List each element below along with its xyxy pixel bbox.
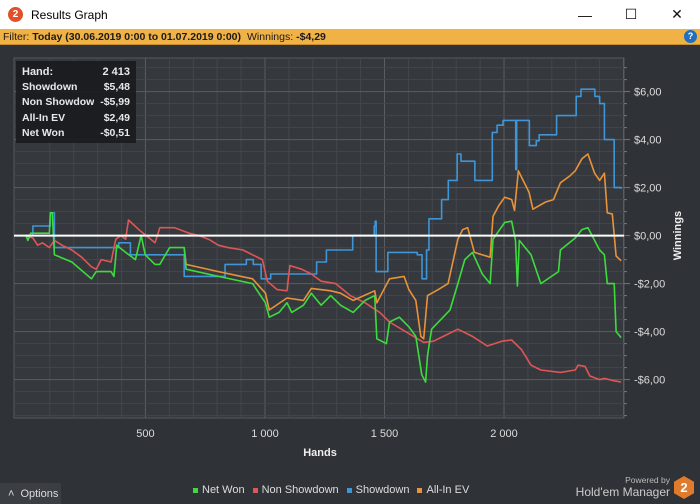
filter-value[interactable]: Today (30.06.2019 0:00 to 01.07.2019 0:0… [32, 30, 242, 43]
x-axis-label: Hands [303, 447, 337, 459]
tooltip-label: Hand: [22, 65, 54, 78]
legend-label: Net Won [202, 484, 245, 496]
y-axis-label: Winnings [672, 211, 684, 260]
powered-by-text: Powered by [625, 475, 670, 485]
tooltip-label: Non Showdown [22, 96, 94, 109]
help-icon[interactable]: ? [684, 30, 697, 43]
tooltip-row: Hand: 2 413 [22, 64, 130, 79]
legend-swatch [252, 487, 258, 493]
series-line-showdown [25, 88, 622, 280]
tooltip-row: All-In EV $2,49 [22, 110, 130, 125]
legend-item[interactable]: Net Won [193, 484, 245, 496]
y-tick-label: $4,00 [634, 135, 662, 147]
legend-swatch [193, 487, 198, 493]
y-tick-label: -$6,00 [634, 375, 665, 387]
legend-swatch [417, 487, 423, 493]
hover-tooltip: Hand: 2 413 Showdown $5,48 Non Showdown -$5,9… [16, 61, 136, 144]
legend-label: Non Showdown [261, 484, 339, 496]
x-tick-label: 1 500 [371, 428, 399, 440]
tooltip-label: Net Won [22, 126, 65, 139]
tooltip-value: 2 413 [102, 65, 130, 78]
tooltip-value: -$5,99 [100, 96, 130, 109]
legend-item[interactable]: Non Showdown [252, 484, 339, 496]
tooltip-value: $2,49 [103, 111, 130, 124]
y-tick-label: -$2,00 [634, 279, 665, 291]
maximize-button[interactable]: ☐ [624, 6, 638, 22]
y-tick-label: $0,00 [634, 231, 662, 243]
tooltip-label: Showdown [22, 80, 78, 93]
tooltip-label: All-In EV [22, 111, 66, 124]
legend-label: All-In EV [426, 484, 470, 496]
winnings-label: Winnings: [247, 30, 294, 43]
series-line-net-won [25, 212, 622, 383]
legend-label: Showdown [355, 484, 410, 496]
options-button[interactable]: ˄ Options [0, 483, 61, 504]
winnings-value: -$4,29 [296, 30, 326, 43]
chart-legend: Net Won Non Showdown Showdown All-In EV [193, 484, 469, 496]
filter-label: Filter: [3, 30, 30, 43]
tooltip-row: Net Won -$0,51 [22, 125, 130, 140]
y-tick-label: $6,00 [634, 87, 662, 99]
y-tick-label: -$4,00 [634, 327, 665, 339]
x-tick-label: 1 000 [251, 428, 279, 440]
minimize-button[interactable]: — [578, 6, 592, 23]
brand-name: Hold'em Manager [575, 485, 670, 499]
filter-bar: Filter: Today (30.06.2019 0:00 to 01.07.… [0, 29, 700, 45]
app-logo-icon: 2 [8, 7, 23, 22]
legend-item[interactable]: Showdown [346, 484, 410, 496]
tooltip-value: $5,48 [103, 80, 130, 93]
series-line-non-showdown [25, 219, 622, 383]
tooltip-value: -$0,51 [100, 126, 130, 139]
series-line-all-in-ev [183, 153, 622, 340]
x-tick-label: 2 000 [490, 428, 518, 440]
tooltip-row: Showdown $5,48 [22, 79, 130, 94]
chevron-up-icon: ˄ [8, 487, 15, 500]
powered-by: Powered by Hold'em Manager 2 [576, 475, 694, 499]
title-bar: 2 Results Graph — ☐ ✕ [0, 0, 700, 29]
tooltip-row: Non Showdown -$5,99 [22, 95, 130, 110]
y-tick-label: $2,00 [634, 183, 662, 195]
legend-swatch [346, 487, 352, 493]
window-title: Results Graph [31, 7, 108, 22]
legend-item[interactable]: All-In EV [417, 484, 469, 496]
hem-logo-icon: 2 [674, 476, 694, 499]
options-label: Options [20, 487, 59, 500]
x-tick-label: 500 [136, 428, 154, 440]
close-button[interactable]: ✕ [671, 6, 683, 22]
